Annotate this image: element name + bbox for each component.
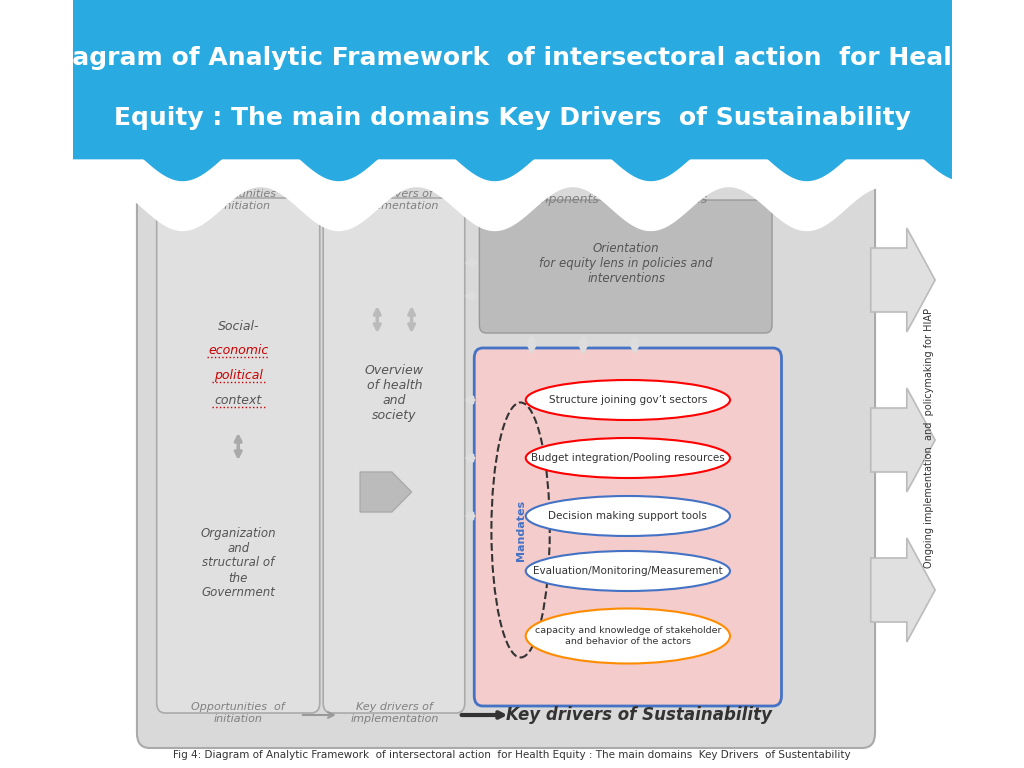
Text: Decision making support tools: Decision making support tools: [549, 511, 708, 521]
Text: Orientation
for equity lens in policies and
interventions: Orientation for equity lens in policies …: [540, 243, 713, 286]
Text: Budget integration/Pooling resources: Budget integration/Pooling resources: [531, 453, 725, 463]
Text: Evaluation/Monitoring/Measurement: Evaluation/Monitoring/Measurement: [534, 566, 723, 576]
Text: capacity and knowledge of stakeholder
and behavior of the actors: capacity and knowledge of stakeholder an…: [535, 626, 721, 646]
Ellipse shape: [525, 551, 730, 591]
Polygon shape: [870, 388, 935, 492]
Text: Diagram of Analytic Framework  of intersectoral action  for Health: Diagram of Analytic Framework of interse…: [43, 46, 981, 70]
Text: Key drivers of
implementation: Key drivers of implementation: [350, 189, 438, 210]
Text: economic: economic: [208, 343, 268, 356]
Text: Components of an equity lens: Components of an equity lens: [519, 194, 707, 207]
Polygon shape: [870, 228, 935, 332]
Ellipse shape: [525, 496, 730, 536]
Text: Equity : The main domains Key Drivers  of Sustainability: Equity : The main domains Key Drivers of…: [114, 106, 910, 130]
Text: Social-: Social-: [217, 319, 259, 333]
FancyBboxPatch shape: [479, 200, 772, 333]
Ellipse shape: [525, 438, 730, 478]
Text: Mandates: Mandates: [515, 499, 525, 561]
Ellipse shape: [525, 608, 730, 664]
FancyBboxPatch shape: [157, 198, 319, 713]
Ellipse shape: [525, 380, 730, 420]
Text: Structure joining gov’t sectors: Structure joining gov’t sectors: [549, 395, 707, 405]
FancyBboxPatch shape: [474, 348, 781, 706]
Text: Key drivers of
implementation: Key drivers of implementation: [350, 702, 438, 723]
Text: Opportunities  of
initiation: Opportunities of initiation: [191, 702, 285, 723]
Text: political: political: [214, 369, 262, 382]
Text: context: context: [215, 393, 262, 406]
Text: Key drivers of Sustainability: Key drivers of Sustainability: [506, 706, 772, 724]
Text: Organization
and
structural of
the
Government: Organization and structural of the Gover…: [201, 527, 276, 600]
Text: Fig 4: Diagram of Analytic Framework  of intersectoral action  for Health Equity: Fig 4: Diagram of Analytic Framework of …: [173, 750, 851, 760]
FancyBboxPatch shape: [137, 163, 876, 748]
FancyBboxPatch shape: [324, 198, 465, 713]
Text: Ongoing implementation  and  policymaking for HIAP: Ongoing implementation and policymaking …: [924, 308, 934, 568]
Polygon shape: [870, 538, 935, 642]
Text: Overview
of health
and
society: Overview of health and society: [365, 364, 424, 422]
Text: Opportunities
of initiation: Opportunities of initiation: [201, 189, 276, 210]
Polygon shape: [360, 472, 412, 512]
Ellipse shape: [492, 402, 550, 657]
